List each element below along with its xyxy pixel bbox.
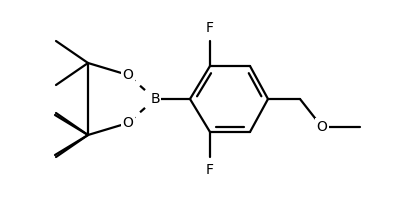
Text: O: O: [122, 116, 133, 130]
Text: O: O: [317, 120, 327, 134]
Text: F: F: [206, 21, 214, 35]
Text: B: B: [150, 92, 160, 106]
Text: O: O: [122, 68, 133, 82]
Text: F: F: [206, 163, 214, 177]
